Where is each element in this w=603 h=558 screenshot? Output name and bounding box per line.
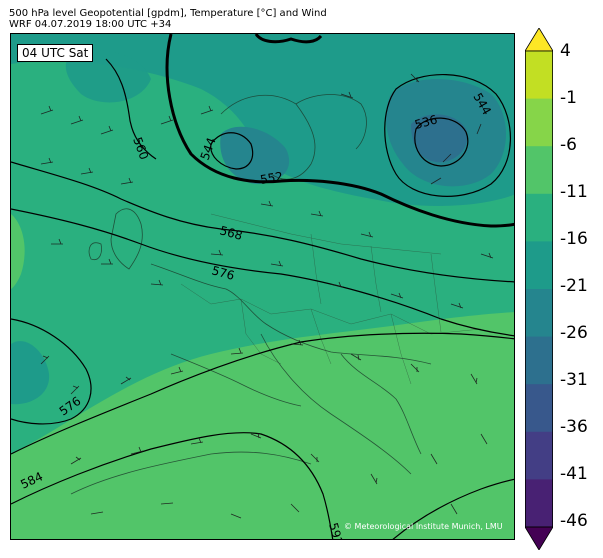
colorbar-bin bbox=[525, 431, 553, 480]
temp-zone-warm bbox=[11, 312, 514, 539]
contour-544-e bbox=[384, 73, 512, 197]
colorbar bbox=[525, 28, 553, 550]
contour-592 bbox=[392, 478, 514, 539]
colorbar-extend-max bbox=[525, 28, 553, 52]
colorbar-bin bbox=[525, 193, 553, 242]
coastlines bbox=[70, 94, 432, 495]
colorbar-bin bbox=[525, 146, 553, 195]
map-canvas: 560 544 552 536 544 568 576 576 584 592 bbox=[11, 34, 514, 540]
contour-544-w bbox=[210, 132, 254, 170]
credit-text: © Meteorological Institute Munich, LMU bbox=[344, 522, 503, 531]
run-info: WRF 04.07.2019 18:00 UTC +34 bbox=[9, 19, 172, 30]
contour-thick-top bbox=[254, 34, 323, 44]
contour-576-north bbox=[11, 208, 514, 337]
borders bbox=[180, 213, 482, 385]
colorbar-frame bbox=[525, 50, 553, 528]
contour-576-sw bbox=[11, 318, 92, 425]
colorbar-bin bbox=[525, 241, 553, 290]
contour-576-south bbox=[11, 332, 514, 455]
colorbar-tick: -16 bbox=[560, 229, 588, 249]
colorbar-bin bbox=[525, 51, 553, 100]
colorbar-bin bbox=[525, 336, 553, 385]
contour-536 bbox=[414, 117, 469, 167]
contour-label: 592 bbox=[326, 521, 345, 540]
colorbar-extend-min bbox=[525, 526, 553, 550]
colorbar-bin bbox=[525, 384, 553, 433]
colorbar-tick: -6 bbox=[560, 135, 577, 155]
cold-pocket-scandinavia bbox=[220, 126, 290, 184]
colorbar-tick: 4 bbox=[560, 41, 571, 61]
contour-label: 568 bbox=[218, 223, 244, 242]
valid-time-label: 04 UTC Sat bbox=[17, 44, 94, 62]
colorbar-tick: -11 bbox=[560, 182, 588, 202]
colorbar-tick: -31 bbox=[560, 370, 588, 390]
colorbar-bin bbox=[525, 98, 553, 147]
colorbar-tick: -21 bbox=[560, 276, 588, 296]
colorbar-tick: -41 bbox=[560, 464, 588, 484]
temp-zone-cool bbox=[11, 34, 514, 206]
weather-map: 560 544 552 536 544 568 576 576 584 592 bbox=[10, 33, 515, 540]
contour-552 bbox=[165, 34, 514, 228]
colorbar-bin bbox=[525, 479, 553, 528]
geopotential-contours bbox=[11, 34, 514, 539]
contour-560 bbox=[105, 58, 157, 160]
contour-label: 536 bbox=[413, 112, 439, 131]
colorbar-tick: -26 bbox=[560, 323, 588, 343]
colorbar-tick: -36 bbox=[560, 417, 588, 437]
temp-zone-west bbox=[11, 214, 25, 289]
wind-barbs bbox=[40, 73, 494, 519]
chart-title: 500 hPa level Geopotential [gpdm], Tempe… bbox=[9, 8, 327, 19]
colorbar-tick: -46 bbox=[560, 511, 588, 531]
contour-584 bbox=[11, 432, 334, 539]
contour-568 bbox=[11, 161, 514, 283]
cold-pocket-atlantic bbox=[11, 341, 50, 405]
contour-label: 552 bbox=[259, 169, 284, 187]
colorbar-tick: -1 bbox=[560, 88, 577, 108]
colorbar-bin bbox=[525, 289, 553, 338]
contour-label: 576 bbox=[210, 263, 236, 282]
cyclone-inner-ne bbox=[411, 114, 468, 163]
